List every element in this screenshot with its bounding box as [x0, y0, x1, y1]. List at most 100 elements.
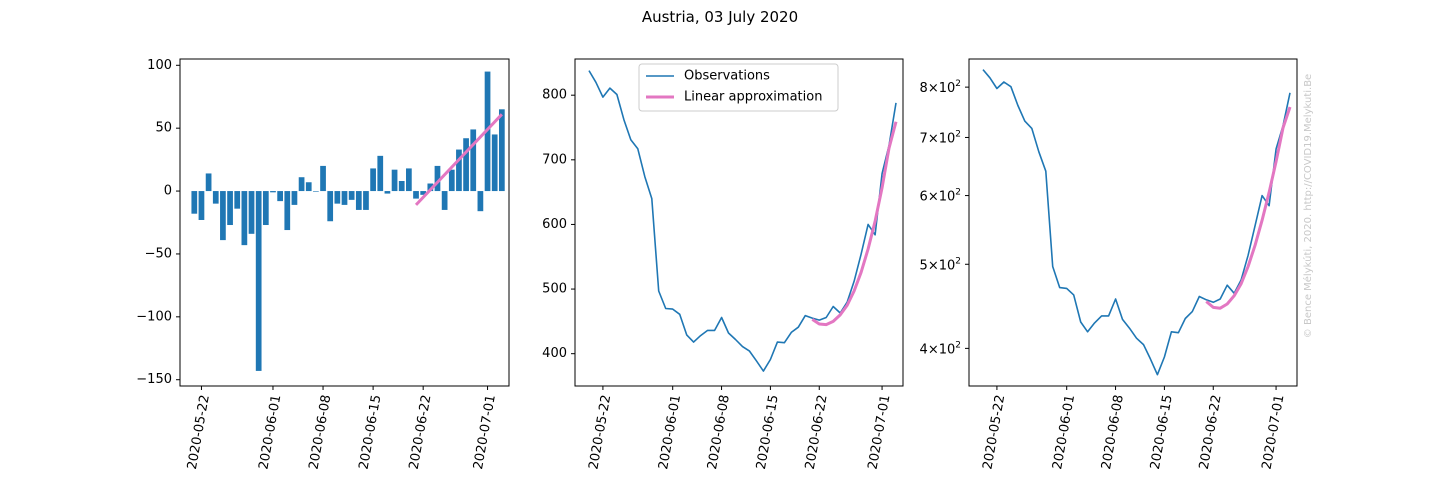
- credit-watermark: © Bence Mélykúti, 2020. http://COVID19.M…: [1302, 74, 1314, 338]
- y-tick-label: 800: [542, 88, 567, 103]
- legend-label-observations: Observations: [684, 69, 770, 84]
- axes-frame: [179, 58, 510, 387]
- y-tick-label: 0: [164, 184, 172, 199]
- bar: [441, 191, 448, 210]
- observations-line: [982, 69, 1291, 376]
- axes-frame: [574, 58, 904, 387]
- y-tick-base: 10: [939, 131, 956, 146]
- y-tick-label: 6×102: [920, 188, 961, 205]
- y-tick-base: 10: [939, 258, 956, 273]
- bar: [341, 191, 348, 205]
- x-tick-label: 2020-06-08: [307, 394, 335, 471]
- y-tick-times: ×: [928, 258, 939, 273]
- y-tick-label: −100: [136, 309, 172, 324]
- y-tick-mantissa: 4: [920, 342, 928, 357]
- bar: [370, 168, 376, 192]
- y-tick-label: 50: [155, 121, 172, 136]
- bar: [391, 169, 398, 192]
- bar: [220, 191, 226, 241]
- bar: [398, 180, 405, 192]
- bar: [298, 177, 305, 192]
- y-tick-label: 7×102: [920, 129, 961, 146]
- y-tick-label: 5×102: [920, 256, 961, 273]
- y-tick-mantissa: 8: [920, 81, 928, 96]
- x-tick-label: 2020-06-22: [407, 394, 435, 471]
- bar: [320, 165, 326, 192]
- x-tick-label: 2020-06-15: [754, 394, 782, 471]
- bar: [334, 191, 341, 204]
- bar: [406, 168, 412, 192]
- y-tick-label: 400: [542, 346, 567, 361]
- bar: [363, 191, 369, 210]
- y-tick-label: 500: [542, 282, 567, 297]
- observations-line: [588, 70, 897, 372]
- bar: [212, 191, 219, 204]
- bar: [270, 191, 276, 193]
- y-tick-base: 10: [939, 190, 956, 205]
- x-tick-label: 2020-07-01: [471, 394, 499, 471]
- y-tick-label: 8×102: [920, 79, 961, 96]
- bar: [463, 138, 469, 192]
- bar: [234, 191, 241, 209]
- y-tick-label: 700: [542, 152, 567, 167]
- x-tick-label: 2020-06-08: [705, 394, 733, 471]
- approximation-line: [414, 113, 503, 206]
- bar: [456, 149, 462, 192]
- approximation-line: [1205, 106, 1292, 310]
- bar-chart-daily-change: 2020-05-22 2020-06-01 2020-06-08 2020-06-15…: [136, 58, 510, 471]
- x-tick-label: 2020-06-08: [1099, 394, 1127, 471]
- bar: [491, 134, 498, 192]
- bar: [477, 191, 484, 212]
- bar: [262, 191, 269, 226]
- line-chart-linear-scale: 2020-05-22 2020-06-01 2020-06-08 2020-06-15…: [542, 58, 904, 471]
- y-tick-times: ×: [928, 131, 939, 146]
- bar: [284, 191, 291, 231]
- y-tick-times: ×: [928, 190, 939, 205]
- bar: [248, 191, 255, 234]
- bar: [377, 155, 384, 192]
- bar: [384, 191, 391, 194]
- y-tick-times: ×: [928, 342, 939, 357]
- x-tick-label: 2020-06-01: [1050, 394, 1078, 471]
- x-tick-label: 2020-05-22: [185, 394, 213, 471]
- bar: [255, 191, 262, 371]
- y-tick-exponent: 2: [955, 188, 961, 198]
- x-tick-label: 2020-07-01: [866, 394, 894, 471]
- x-tick-label: 2020-06-15: [357, 394, 385, 471]
- bar: [205, 173, 212, 192]
- y-tick-label: −50: [145, 246, 172, 261]
- bar: [348, 191, 355, 200]
- bar: [355, 191, 362, 210]
- y-tick-exponent: 2: [955, 340, 961, 350]
- x-tick-label: 2020-07-01: [1260, 394, 1288, 471]
- x-tick-label: 2020-06-01: [256, 394, 284, 471]
- y-tick-mantissa: 7: [920, 131, 928, 146]
- y-tick-exponent: 2: [955, 129, 961, 139]
- bar: [291, 191, 298, 205]
- y-tick-base: 10: [939, 81, 956, 96]
- bar: [241, 191, 248, 246]
- y-tick-label: 4×102: [920, 340, 961, 357]
- x-tick-label: 2020-06-01: [656, 394, 684, 471]
- bar: [327, 191, 334, 222]
- bar: [448, 169, 455, 192]
- x-tick-label: 2020-06-22: [1197, 394, 1225, 471]
- y-tick-label: 600: [542, 217, 567, 232]
- bar: [191, 191, 198, 214]
- bar: [313, 191, 319, 192]
- y-tick-label: −150: [136, 372, 172, 387]
- y-tick-label: 100: [147, 58, 172, 73]
- approximation-line: [811, 121, 898, 327]
- y-tick-base: 10: [939, 342, 956, 357]
- bar: [427, 183, 434, 192]
- bar: [277, 191, 283, 202]
- bar: [227, 191, 233, 226]
- y-tick-mantissa: 5: [920, 258, 928, 273]
- legend-label-approximation: Linear approximation: [684, 90, 822, 105]
- bar: [470, 129, 477, 192]
- bar: [498, 109, 505, 192]
- bar: [434, 165, 441, 192]
- bar: [305, 182, 312, 192]
- x-tick-label: 2020-06-22: [803, 394, 831, 471]
